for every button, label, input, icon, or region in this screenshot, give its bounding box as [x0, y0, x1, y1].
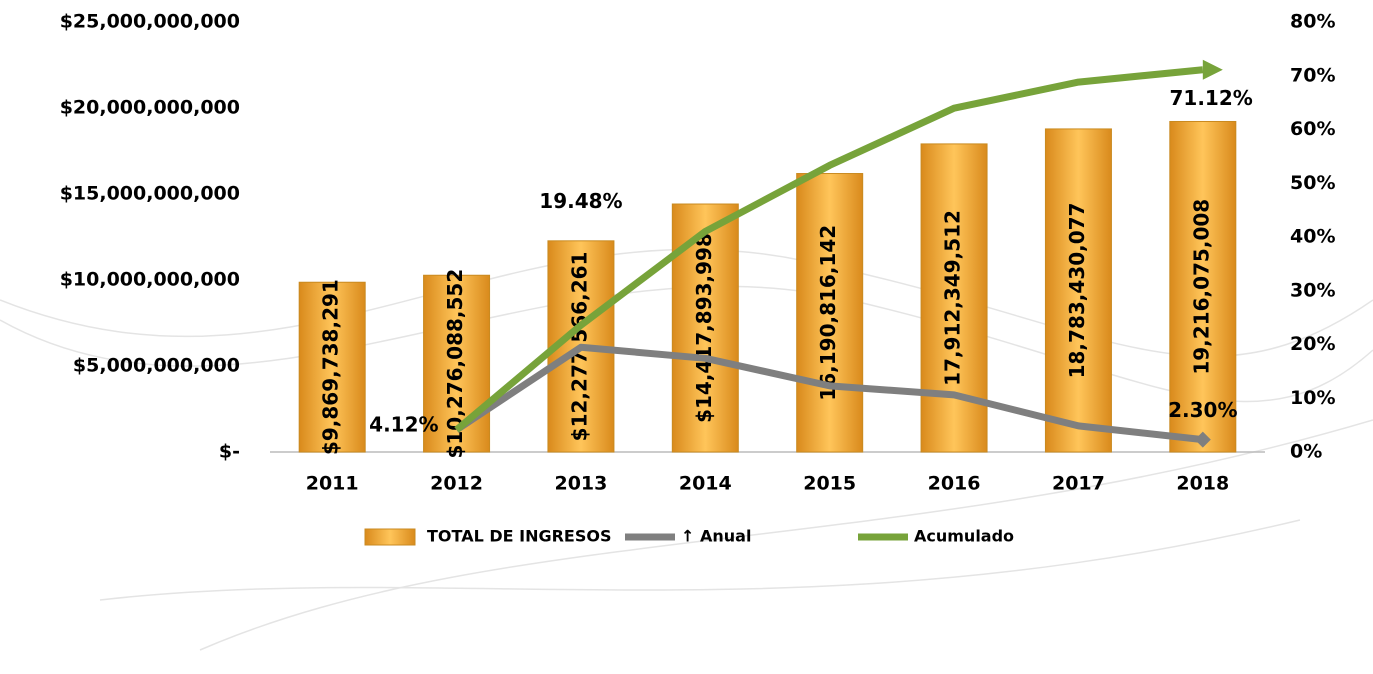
x-tick-label: 2011	[306, 473, 359, 495]
y2-tick-label: 20%	[1290, 333, 1335, 355]
legend-swatch	[365, 529, 415, 545]
x-tick-label: 2017	[1052, 473, 1105, 495]
bar-value-label: $14,417,893,998	[692, 233, 716, 423]
y2-tick-label: 10%	[1290, 387, 1335, 409]
legend: TOTAL DE INGRESOS ↑ Anual Acumulado	[365, 527, 1014, 546]
y-tick-label: $15,000,000,000	[60, 183, 240, 205]
y2-tick-label: 30%	[1290, 279, 1335, 301]
y-tick-label: $10,000,000,000	[60, 269, 240, 291]
y2-tick-label: 40%	[1290, 226, 1335, 248]
x-tick-label: 2014	[679, 473, 732, 495]
x-tick-label: 2018	[1176, 473, 1229, 495]
y2-tick-label: 60%	[1290, 118, 1335, 140]
x-tick-label: 2012	[430, 473, 483, 495]
line-value-label: 19.48%	[539, 189, 622, 213]
y-tick-label: $5,000,000,000	[73, 355, 240, 377]
line-value-label: 2.30%	[1168, 398, 1237, 422]
y-tick-label: $25,000,000,000	[60, 11, 240, 33]
bar-value-label: 19,216,075,008	[1189, 199, 1213, 375]
line-value-label: 4.12%	[369, 412, 438, 436]
legend-label: Acumulado	[914, 527, 1014, 546]
bar-value-label: $10,276,088,552	[443, 269, 467, 459]
y2-tick-label: 0%	[1290, 441, 1322, 463]
line-value-label: 71.12%	[1170, 86, 1253, 110]
bar-value-label: 17,912,349,512	[941, 210, 965, 386]
y2-tick-label: 50%	[1290, 172, 1335, 194]
line-end-arrow	[1203, 60, 1223, 80]
x-tick-label: 2015	[803, 473, 856, 495]
bar-value-label: 16,190,816,142	[816, 225, 840, 401]
x-tick-label: 2016	[928, 473, 981, 495]
y2-tick-label: 80%	[1290, 11, 1335, 33]
y-tick-label: $-	[219, 441, 240, 463]
y2-tick-label: 70%	[1290, 64, 1335, 86]
bar-value-label: $9,869,738,291	[319, 279, 343, 455]
y-tick-label: $20,000,000,000	[60, 97, 240, 119]
x-tick-label: 2013	[554, 473, 607, 495]
legend-label: TOTAL DE INGRESOS	[427, 527, 612, 546]
bar-value-label: 18,783,430,077	[1065, 203, 1089, 379]
legend-label: ↑ Anual	[681, 527, 751, 546]
chart: $- $5,000,000,000 $10,000,000,000 $15,000,0…	[0, 0, 1373, 674]
